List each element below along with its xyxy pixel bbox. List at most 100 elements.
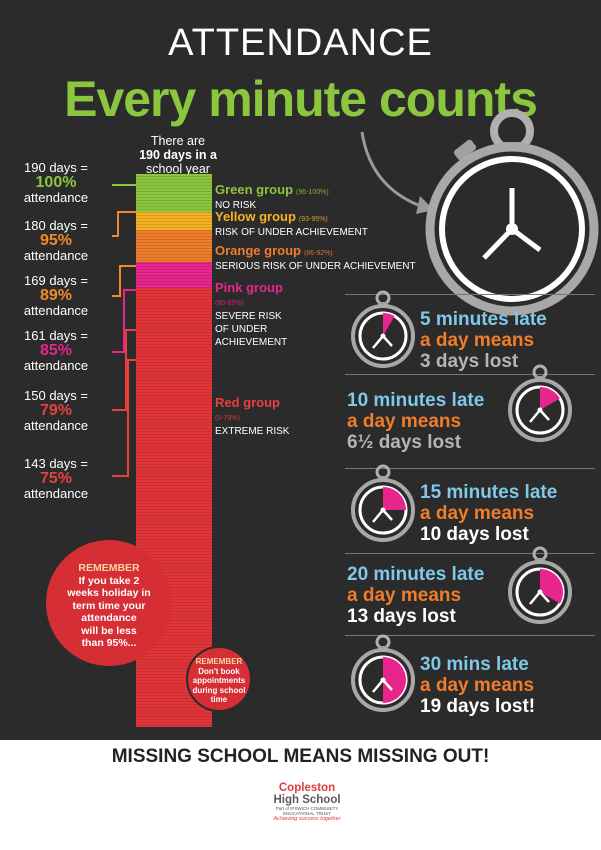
lateness-line-3: 19 days lost! xyxy=(420,696,536,717)
lateness-line-1: 5 minutes late xyxy=(420,309,547,330)
lateness-15: 15 minutes late a day means 10 days lost xyxy=(420,482,557,545)
lateness-line-2: a day means xyxy=(420,330,535,351)
level-label: attendance xyxy=(23,486,89,501)
lateness-line-3: 6½ days lost xyxy=(347,432,462,453)
level-days: 190 days = xyxy=(24,160,88,175)
group-risk: NO RISK xyxy=(215,200,257,211)
level-percent: 100% xyxy=(35,174,77,191)
stopwatch-icon-5min xyxy=(351,290,415,368)
divider xyxy=(345,294,595,295)
level-89: 169 days = 89% attendance xyxy=(0,273,112,318)
group-risk: EXTREME RISK xyxy=(215,426,290,437)
level-label: attendance xyxy=(23,248,89,263)
headline: Every minute counts xyxy=(64,71,538,127)
group-name: Orange group xyxy=(215,243,301,258)
reminder-line: time xyxy=(210,695,228,704)
reminder-line: appointments xyxy=(192,676,246,685)
connector-79 xyxy=(112,329,136,411)
divider xyxy=(345,635,595,636)
lateness-20: 20 minutes late a day means 13 days lost xyxy=(347,564,484,627)
divider xyxy=(345,468,595,469)
bar-caption: There are 190 days in a school year xyxy=(128,134,228,176)
level-label: attendance xyxy=(23,303,89,318)
small-stopwatches xyxy=(351,290,572,712)
logo-line-1: Copleston xyxy=(278,782,336,794)
group-range: (93-95%) xyxy=(298,216,328,223)
reminder-line: Don't book xyxy=(198,666,240,676)
lateness-line-2: a day means xyxy=(347,411,462,432)
level-days: 143 days = xyxy=(24,456,88,471)
group-green: Green group (96-100%) NO RISK xyxy=(215,183,415,212)
level-days: 169 days = xyxy=(24,273,88,288)
level-days: 161 days = xyxy=(24,328,88,343)
logo-line-2: High School xyxy=(273,794,341,806)
lateness-line-1: 15 minutes late xyxy=(420,482,558,503)
reminder-line: weeks holiday in xyxy=(67,587,151,599)
level-days: 180 days = xyxy=(24,218,88,233)
group-name: Red group xyxy=(215,395,280,410)
logo-line-3: Part of IPSWICH COMMUNITY xyxy=(275,806,339,811)
lateness-line-3: 3 days lost xyxy=(420,351,519,372)
group-name: Pink group xyxy=(215,280,283,295)
lateness-10: 10 minutes late a day means 6½ days lost xyxy=(347,390,484,453)
lateness-line-3: 10 days lost xyxy=(420,524,529,545)
group-yellow: Yellow group (93-95%) RISK OF UNDER ACHIE… xyxy=(215,210,415,239)
reminder-bubble-appointments: REMEMBER Don't book appointments during … xyxy=(186,646,252,712)
reminder-heading: REMEMBER xyxy=(195,657,243,666)
level-label: attendance xyxy=(23,418,89,433)
reminder-line: will be less xyxy=(81,624,137,637)
lateness-line-1: 30 mins late xyxy=(420,654,529,675)
elapsed-sector xyxy=(383,487,406,510)
group-range: (0-79%) xyxy=(215,415,240,422)
elapsed-sector xyxy=(383,313,395,336)
group-red: Red group (0-79%) EXTREME RISK xyxy=(215,396,415,438)
big-stopwatch-icon xyxy=(425,109,599,316)
level-percent: 75% xyxy=(39,470,73,487)
group-risk-line: SEVERE RISK xyxy=(215,311,282,322)
level-days: 150 days = xyxy=(24,388,88,403)
footer-slogan: MISSING SCHOOL MEANS MISSING OUT! xyxy=(111,746,490,767)
level-connectors xyxy=(112,184,136,477)
reminder-line: during school xyxy=(192,685,246,695)
connector-95 xyxy=(112,211,136,237)
lateness-line-2: a day means xyxy=(420,675,535,696)
reminder-line: than 95%... xyxy=(81,637,137,649)
level-percent: 89% xyxy=(39,287,73,304)
group-risk-line: ACHIEVEMENT xyxy=(215,337,288,348)
stopwatch-icon-15min xyxy=(351,464,415,542)
group-range: (96-100%) xyxy=(296,189,329,196)
group-name: Green group xyxy=(215,182,294,197)
group-name: Yellow group xyxy=(215,209,296,224)
stopwatch-icon-20min xyxy=(508,546,572,624)
reminder-bubble-holiday: REMEMBER If you take 2 weeks holiday in … xyxy=(46,540,172,666)
level-percent: 85% xyxy=(39,342,73,359)
divider xyxy=(345,553,595,554)
infographic-panel: ATTENDANCE Every minute counts There are… xyxy=(0,0,601,740)
logo-tagline: Achieving success together xyxy=(273,816,341,822)
level-79: 150 days = 79% attendance xyxy=(0,388,112,433)
lateness-line-1: 10 minutes late xyxy=(347,390,485,411)
group-risk: SERIOUS RISK OF UNDER ACHIEVEMENT xyxy=(215,261,416,272)
lateness-line-2: a day means xyxy=(347,585,462,606)
lateness-line-2: a day means xyxy=(420,503,535,524)
level-percent: 95% xyxy=(39,232,73,249)
lateness-line-1: 20 minutes late xyxy=(347,564,485,585)
level-100: 190 days = 100% attendance xyxy=(0,160,112,205)
connector-75 xyxy=(112,359,136,477)
reminder-line: attendance xyxy=(81,612,137,624)
lateness-30: 30 mins late a day means 19 days lost! xyxy=(420,654,535,717)
level-label: attendance xyxy=(23,358,89,373)
group-risk: RISK OF UNDER ACHIEVEMENT xyxy=(215,227,368,238)
lateness-5: 5 minutes late a day means 3 days lost xyxy=(420,309,547,372)
stopwatch-icon-30min xyxy=(351,634,415,712)
page-title: ATTENDANCE xyxy=(168,22,433,64)
divider xyxy=(345,374,595,375)
level-percent: 79% xyxy=(39,402,73,419)
logo-line-3b: EDUCATIONAL TRUST xyxy=(283,811,331,816)
bar-caption-line-2: 190 days in a xyxy=(139,148,217,162)
group-range: (80-85%) xyxy=(215,300,244,307)
group-risk-line: OF UNDER xyxy=(215,324,268,335)
connector-85 xyxy=(112,289,136,353)
group-orange: Orange group (86-92%) SERIOUS RISK OF UND… xyxy=(215,244,435,273)
